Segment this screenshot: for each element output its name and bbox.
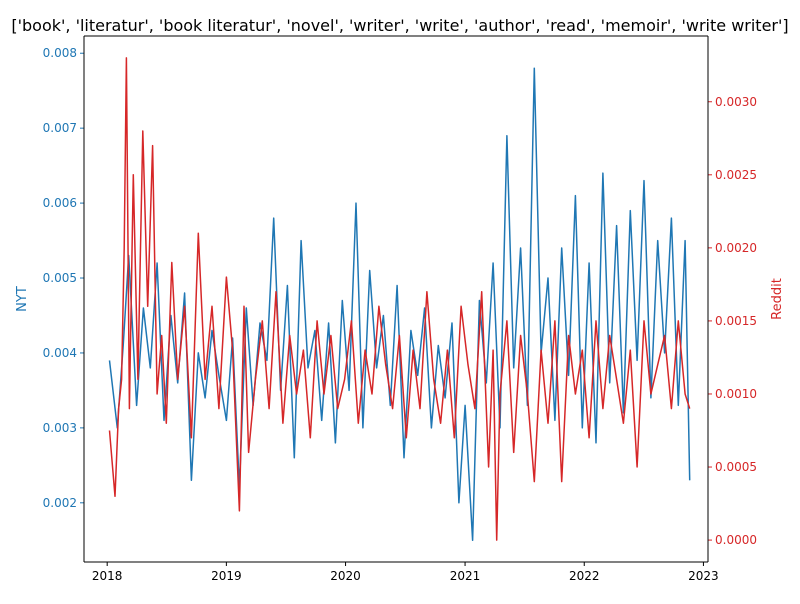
chart-title: ['book', 'literatur', 'book literatur', …: [11, 16, 788, 35]
left-y-axis-label: NYT: [15, 286, 30, 312]
x-tick-label: 2019: [211, 569, 242, 583]
x-tick-label: 2022: [569, 569, 600, 583]
right-y-tick-label: 0.0010: [715, 387, 757, 401]
left-y-tick-label: 0.003: [43, 421, 77, 435]
right-y-tick-label: 0.0030: [715, 95, 757, 109]
right-y-axis-label: Reddit: [770, 278, 785, 320]
left-y-tick-label: 0.002: [43, 496, 77, 510]
reddit-series-line: [108, 57, 691, 541]
left-y-tick-label: 0.007: [43, 121, 77, 135]
left-y-tick-label: 0.006: [43, 196, 77, 210]
series-layer: [108, 57, 691, 542]
axis-layer: 0.002 0.003 0.004 0.005 0.006 0.007 0.008 0.000…: [43, 46, 757, 583]
x-tick-label: 2021: [450, 569, 481, 583]
left-y-tick-label: 0.004: [43, 346, 77, 360]
nyt-series-line: [108, 67, 691, 542]
left-y-tick-label: 0.008: [43, 46, 77, 60]
right-y-tick-label: 0.0020: [715, 241, 757, 255]
x-tick-label: 2018: [92, 569, 123, 583]
left-y-tick-label: 0.005: [43, 271, 77, 285]
right-y-tick-label: 0.0005: [715, 460, 757, 474]
x-tick-label: 2020: [330, 569, 361, 583]
x-tick-label: 2023: [688, 569, 719, 583]
right-y-tick-label: 0.0025: [715, 168, 757, 182]
right-y-tick-label: 0.0000: [715, 533, 757, 547]
right-y-tick-label: 0.0015: [715, 314, 757, 328]
